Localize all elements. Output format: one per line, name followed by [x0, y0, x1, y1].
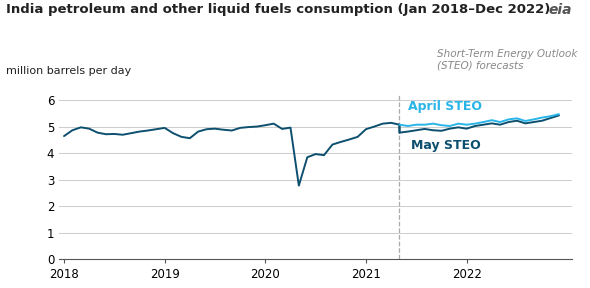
Text: eia: eia [549, 3, 572, 17]
Text: May STEO: May STEO [411, 139, 481, 152]
Text: April STEO: April STEO [408, 100, 482, 113]
Text: Short-Term Energy Outlook
(STEO) forecasts: Short-Term Energy Outlook (STEO) forecas… [437, 49, 577, 71]
Text: million barrels per day: million barrels per day [6, 66, 131, 76]
Text: India petroleum and other liquid fuels consumption (Jan 2018–Dec 2022): India petroleum and other liquid fuels c… [6, 3, 550, 16]
